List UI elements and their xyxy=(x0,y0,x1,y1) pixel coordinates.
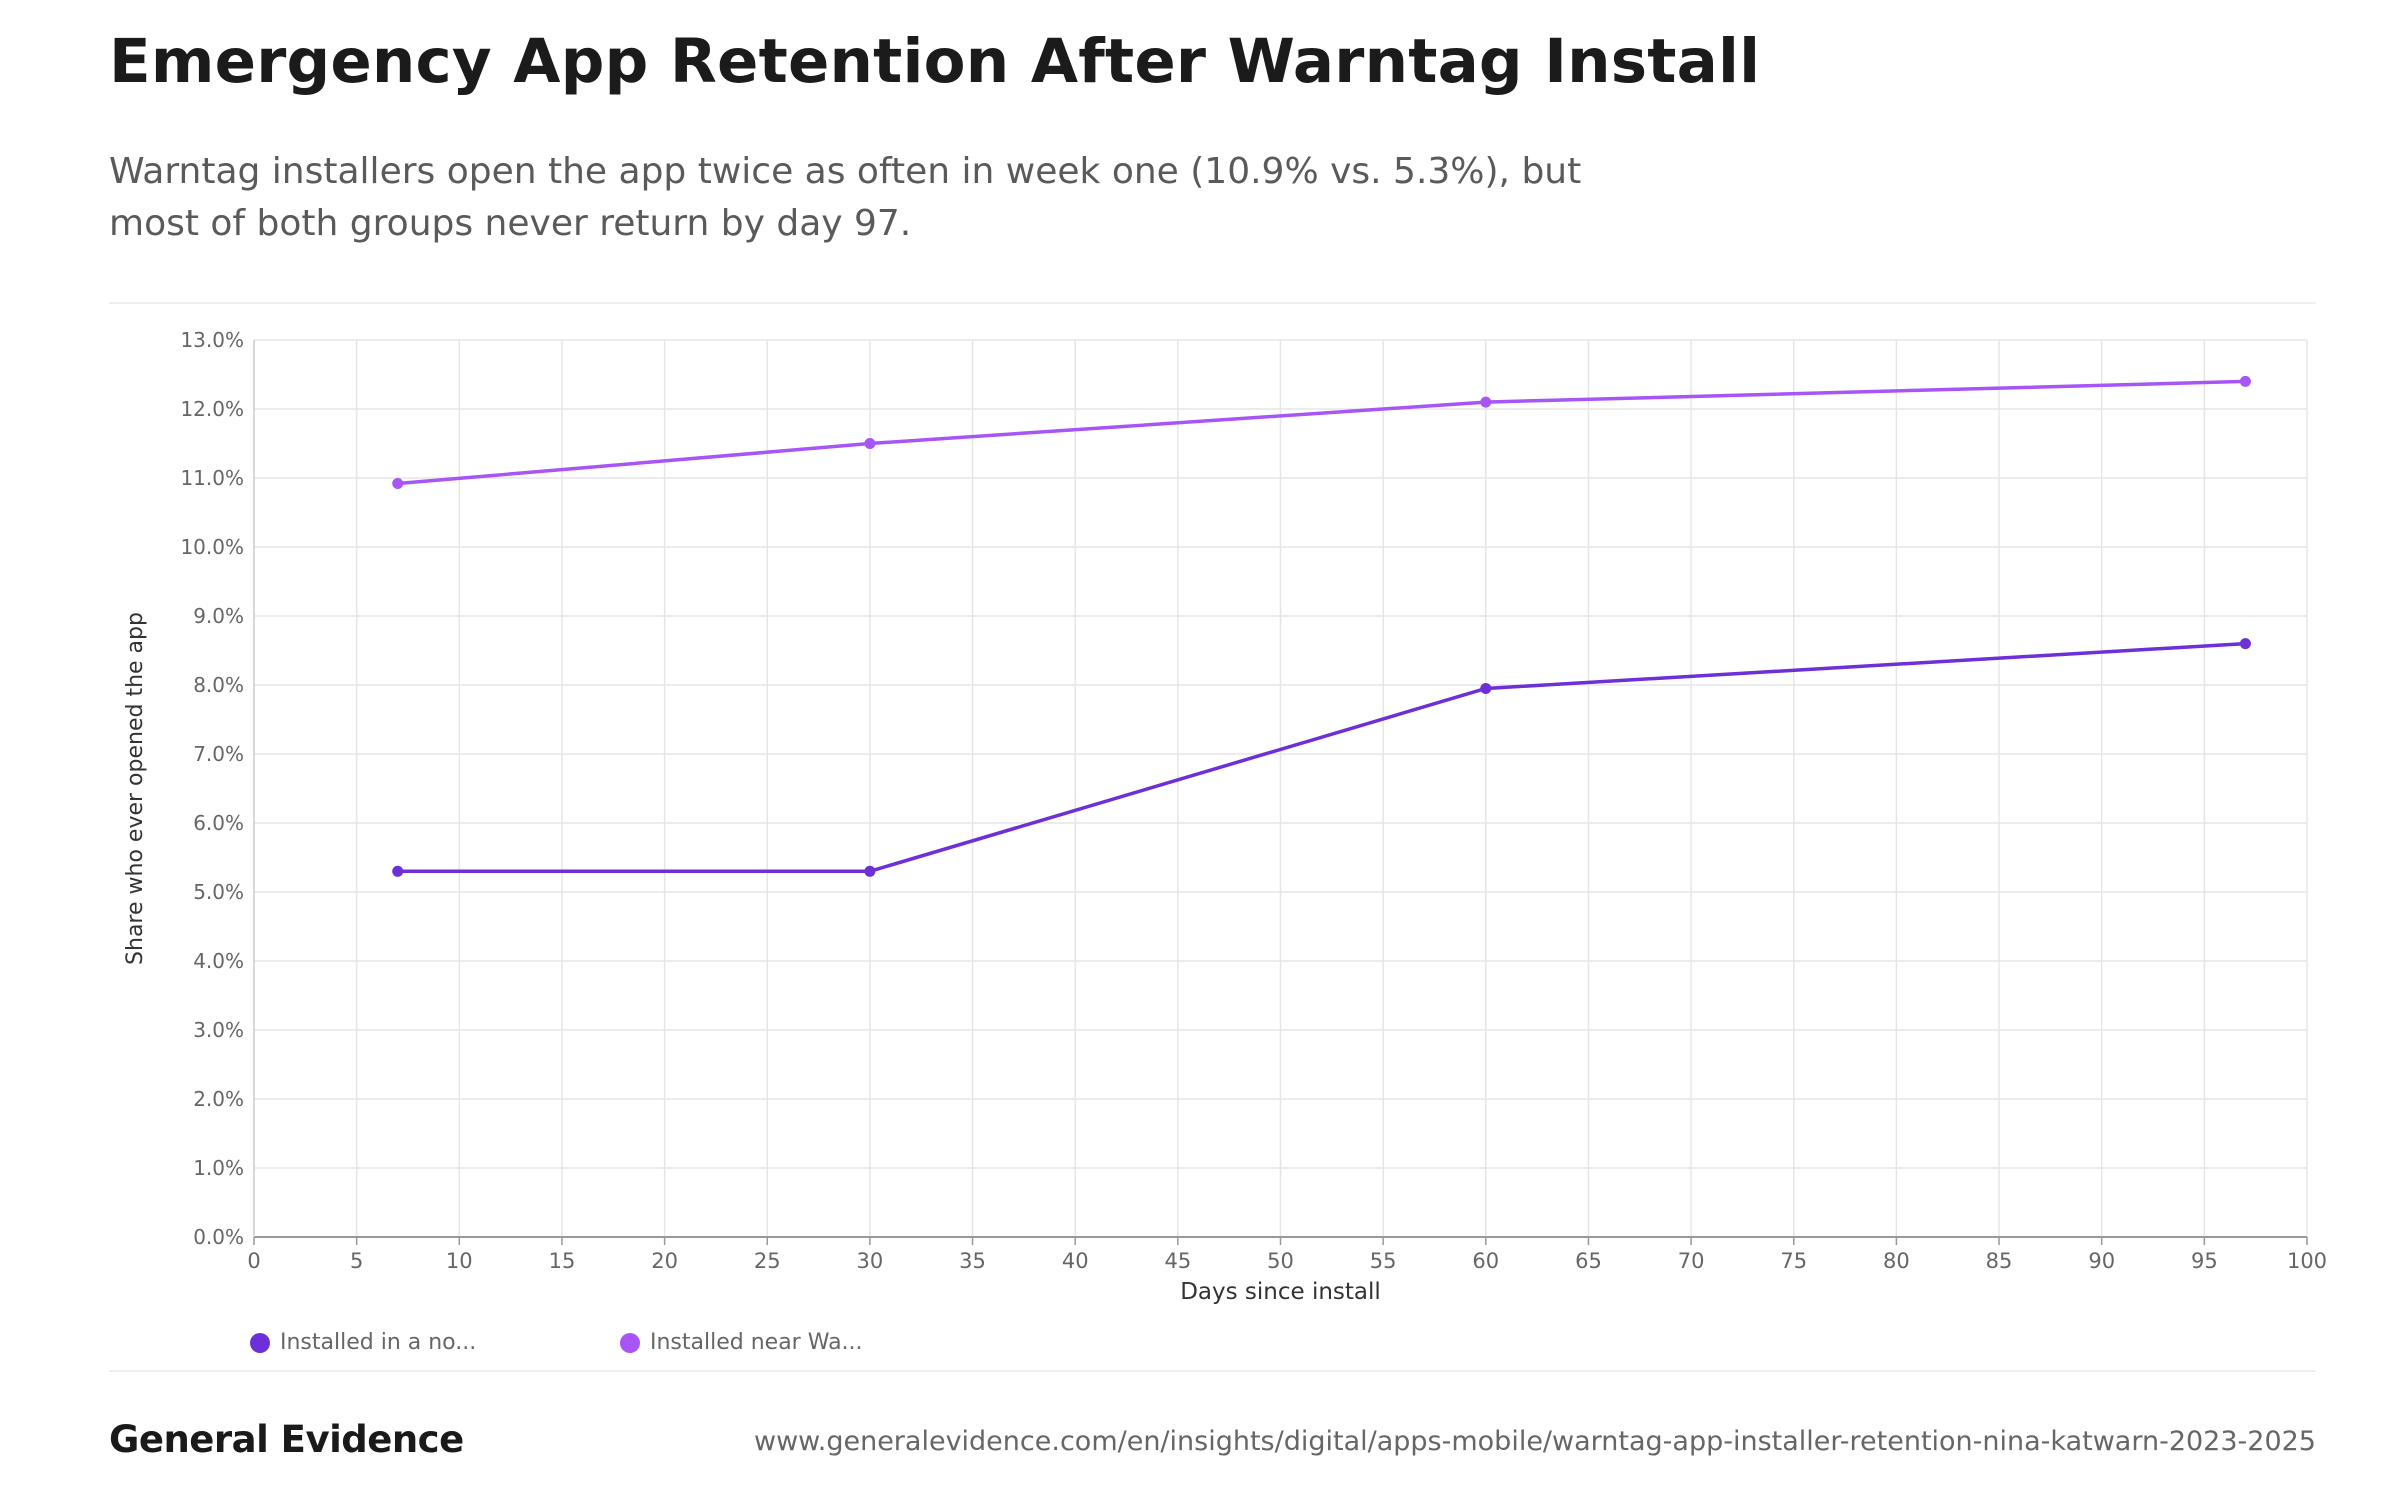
source-url[interactable]: www.generalevidence.com/en/insights/digi… xyxy=(753,1426,2316,1457)
data-point xyxy=(864,438,876,449)
series-line-2 xyxy=(397,379,2246,486)
x-tick-label: 50 xyxy=(1267,1249,1294,1273)
data-point xyxy=(864,865,876,877)
legend-swatch xyxy=(620,1332,640,1353)
x-tick-label: 75 xyxy=(1780,1249,1807,1273)
x-tick-label: 45 xyxy=(1164,1249,1191,1273)
y-tick-label: 0.0% xyxy=(193,1225,244,1249)
y-tick-label: 1.0% xyxy=(193,1156,244,1180)
bottom-divider xyxy=(109,1370,2316,1372)
chart-axes xyxy=(253,340,2308,1245)
data-point xyxy=(392,865,404,877)
x-tick-label: 65 xyxy=(1575,1249,1602,1273)
x-tick-label: 100 xyxy=(2287,1249,2327,1273)
data-point xyxy=(2239,375,2251,387)
x-tick-label: 90 xyxy=(2088,1249,2115,1273)
page-title: Emergency App Retention After Warntag In… xyxy=(109,26,1761,97)
y-axis-title: Share who ever opened the app xyxy=(123,612,148,965)
legend-swatch xyxy=(250,1332,270,1353)
chart-series xyxy=(392,375,2251,877)
series-line-1 xyxy=(397,641,2246,874)
chart-grid xyxy=(253,339,2308,1238)
data-point xyxy=(2239,638,2251,650)
data-point xyxy=(1480,396,1492,408)
x-tick-label: 25 xyxy=(754,1249,781,1273)
y-tick-label: 11.0% xyxy=(180,466,244,490)
x-tick-label: 80 xyxy=(1883,1249,1910,1273)
x-axis-title: Days since install xyxy=(1180,1279,1381,1305)
x-tick-label: 15 xyxy=(549,1249,576,1273)
chart-labels: 0.0% 1.0% 2.0% 3.0% 4.0% 5.0% 6.0% 7.0% 8.0% 9.0%… xyxy=(123,328,2327,1305)
legend-label: Installed near Wa... xyxy=(650,1330,863,1355)
x-tick-label: 35 xyxy=(959,1249,986,1273)
x-tick-label: 10 xyxy=(446,1249,473,1273)
x-tick-label: 20 xyxy=(651,1249,678,1273)
data-point xyxy=(1480,682,1492,694)
data-point xyxy=(392,478,404,490)
x-tick-label: 60 xyxy=(1472,1249,1499,1273)
x-tick-label: 95 xyxy=(2191,1249,2218,1273)
y-tick-label: 2.0% xyxy=(193,1087,244,1111)
x-tick-label: 0 xyxy=(247,1249,260,1273)
y-tick-label: 5.0% xyxy=(193,880,244,904)
top-divider xyxy=(109,302,2316,304)
x-tick-label: 30 xyxy=(857,1249,884,1273)
y-tick-label: 3.0% xyxy=(193,1018,244,1042)
x-tick-label: 85 xyxy=(1986,1249,2013,1273)
x-tick-label: 40 xyxy=(1062,1249,1089,1273)
legend-item-near-warntag[interactable]: Installed near Wa... xyxy=(620,1330,863,1355)
y-tick-label: 7.0% xyxy=(193,742,244,766)
y-tick-label: 12.0% xyxy=(180,397,244,421)
legend-item-no-warntag[interactable]: Installed in a no... xyxy=(250,1330,620,1355)
y-tick-label: 8.0% xyxy=(193,673,244,697)
y-tick-label: 9.0% xyxy=(193,604,244,628)
x-tick-label: 70 xyxy=(1678,1249,1705,1273)
y-tick-label: 4.0% xyxy=(193,949,244,973)
y-tick-label: 10.0% xyxy=(180,535,244,559)
page-subtitle: Warntag installers open the app twice as… xyxy=(109,151,1582,244)
line-chart: 0.0% 1.0% 2.0% 3.0% 4.0% 5.0% 6.0% 7.0% 8.0% 9.0%… xyxy=(123,328,2327,1305)
y-tick-label: 6.0% xyxy=(193,811,244,835)
x-tick-label: 55 xyxy=(1370,1249,1397,1273)
chart-legend: Installed in a no... Installed near Wa..… xyxy=(250,1330,863,1355)
brand-logo-text: General Evidence xyxy=(109,1418,464,1461)
legend-label: Installed in a no... xyxy=(280,1330,477,1355)
y-tick-label: 13.0% xyxy=(180,328,244,352)
x-tick-label: 5 xyxy=(350,1249,363,1273)
